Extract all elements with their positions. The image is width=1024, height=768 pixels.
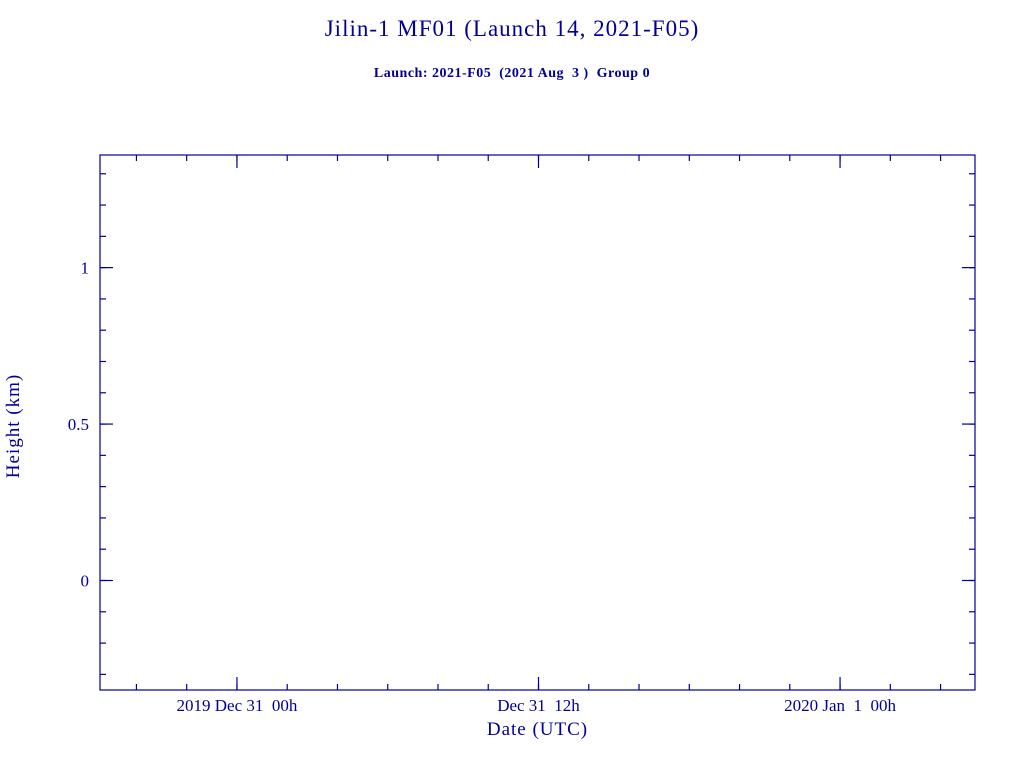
- x-axis-label: Date (UTC): [486, 719, 589, 740]
- y-tick-label: 0: [81, 571, 90, 590]
- x-tick-label: 2019 Dec 31 00h: [177, 696, 298, 715]
- y-tick-label: 1: [81, 259, 90, 278]
- x-tick-label: 2020 Jan 1 00h: [784, 696, 896, 715]
- x-tick-label: Dec 31 12h: [497, 696, 580, 715]
- y-tick-label: 0.5: [68, 415, 89, 434]
- chart-subtitle: Launch: 2021-F05 (2021 Aug 3 ) Group 0: [373, 66, 651, 81]
- chart-title: Jilin-1 MF01 (Launch 14, 2021-F05): [324, 16, 700, 41]
- plot-frame: [99, 154, 976, 691]
